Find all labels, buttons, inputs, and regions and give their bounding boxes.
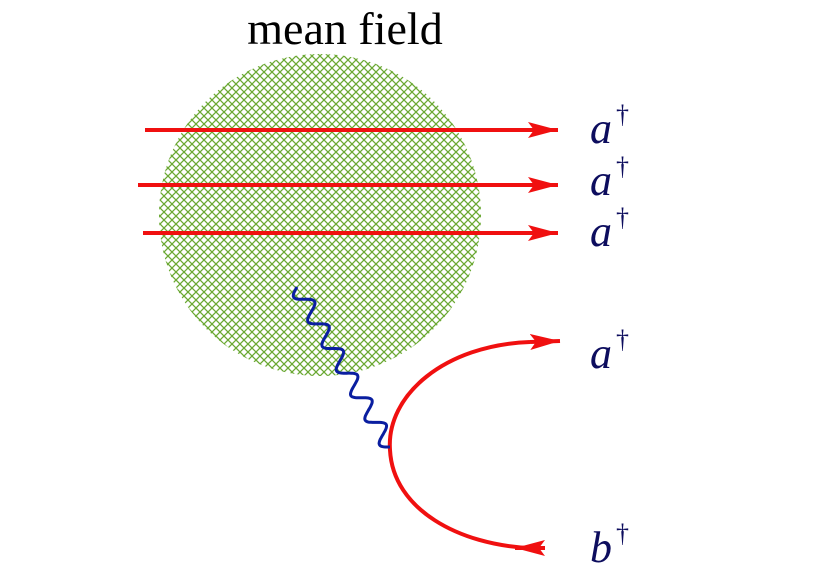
operator-symbol: b [590,523,612,572]
dagger: † [616,152,629,181]
dagger: † [616,100,629,129]
arrow-head [529,334,561,350]
operator-symbol: a [590,207,612,256]
mean-field-blob [159,54,481,376]
operator-symbol: a [590,329,612,378]
title: mean field [247,3,442,54]
dagger: † [616,519,629,548]
curved-line [387,340,531,550]
dagger: † [616,203,629,232]
wavy-line [291,286,390,449]
operator-symbol: a [590,156,612,205]
arrows [138,122,561,556]
operator-symbol: a [590,104,612,153]
dagger: † [616,325,629,354]
labels: a †a †a †a †b † [590,100,629,572]
